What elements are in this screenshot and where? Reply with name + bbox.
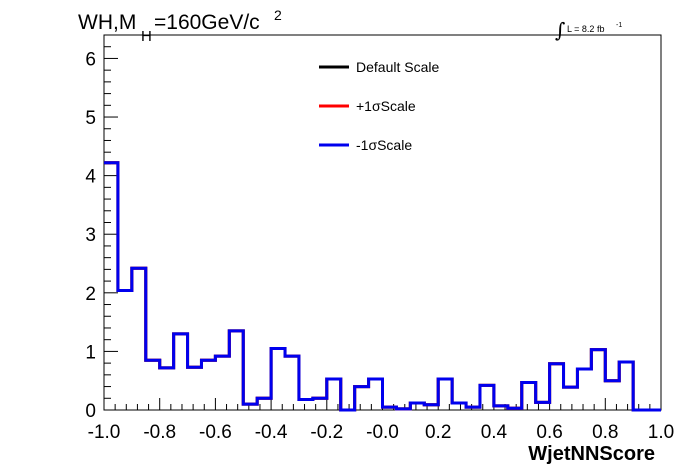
- x-tick-label: 0.2: [425, 422, 451, 443]
- x-tick-label: 1.0: [648, 422, 674, 443]
- title-main: WH,M: [78, 11, 136, 34]
- luminosity-label: ∫ L = 8.2 fb -1: [555, 18, 622, 42]
- x-tick-label: -1.0: [88, 422, 121, 443]
- title-superscript: 2: [274, 7, 282, 23]
- integral-symbol: ∫: [555, 18, 565, 42]
- y-tick-label: 2: [85, 284, 96, 305]
- y-tick-label: 4: [85, 167, 96, 188]
- x-tick-label: 0.6: [536, 422, 562, 443]
- title-subscript: H: [141, 28, 152, 45]
- x-tick-label: 0.4: [481, 422, 508, 443]
- y-tick-label: 0: [85, 401, 96, 422]
- y-tick-label: 6: [85, 49, 96, 70]
- legend: Default Scale +1σScale -1σScale: [319, 59, 439, 153]
- x-tick-label: -0.2: [310, 422, 343, 443]
- legend-label-2: -1σScale: [356, 137, 412, 153]
- legend-label-1: +1σScale: [356, 98, 416, 114]
- title-rest: =160GeV/c: [154, 11, 260, 34]
- x-tick-label: -0.6: [199, 422, 232, 443]
- histogram-series: [104, 161, 661, 412]
- x-tick-label: -0.8: [143, 422, 176, 443]
- y-tick-label: 5: [85, 108, 96, 129]
- x-tick-label: -0.0: [366, 422, 399, 443]
- luminosity-superscript: -1: [616, 22, 622, 29]
- y-tick-label: 1: [85, 342, 96, 363]
- chart-title: WH,M H =160GeV/c 2: [78, 7, 282, 45]
- y-tick-label: 3: [85, 225, 96, 246]
- series-line-2: [104, 161, 661, 412]
- x-axis-label: WjetNNScore: [528, 443, 655, 465]
- x-tick-labels: -1.0 -0.8 -0.6 -0.4 -0.2 -0.0 0.2 0.4 0.6 0.8 1.0: [88, 422, 675, 443]
- legend-label-0: Default Scale: [356, 59, 439, 75]
- luminosity-text: L = 8.2 fb: [567, 24, 604, 34]
- x-tick-label: -0.4: [255, 422, 288, 443]
- y-tick-labels: 0 1 2 3 4 5 6: [85, 49, 96, 422]
- x-tick-label: 0.8: [592, 422, 618, 443]
